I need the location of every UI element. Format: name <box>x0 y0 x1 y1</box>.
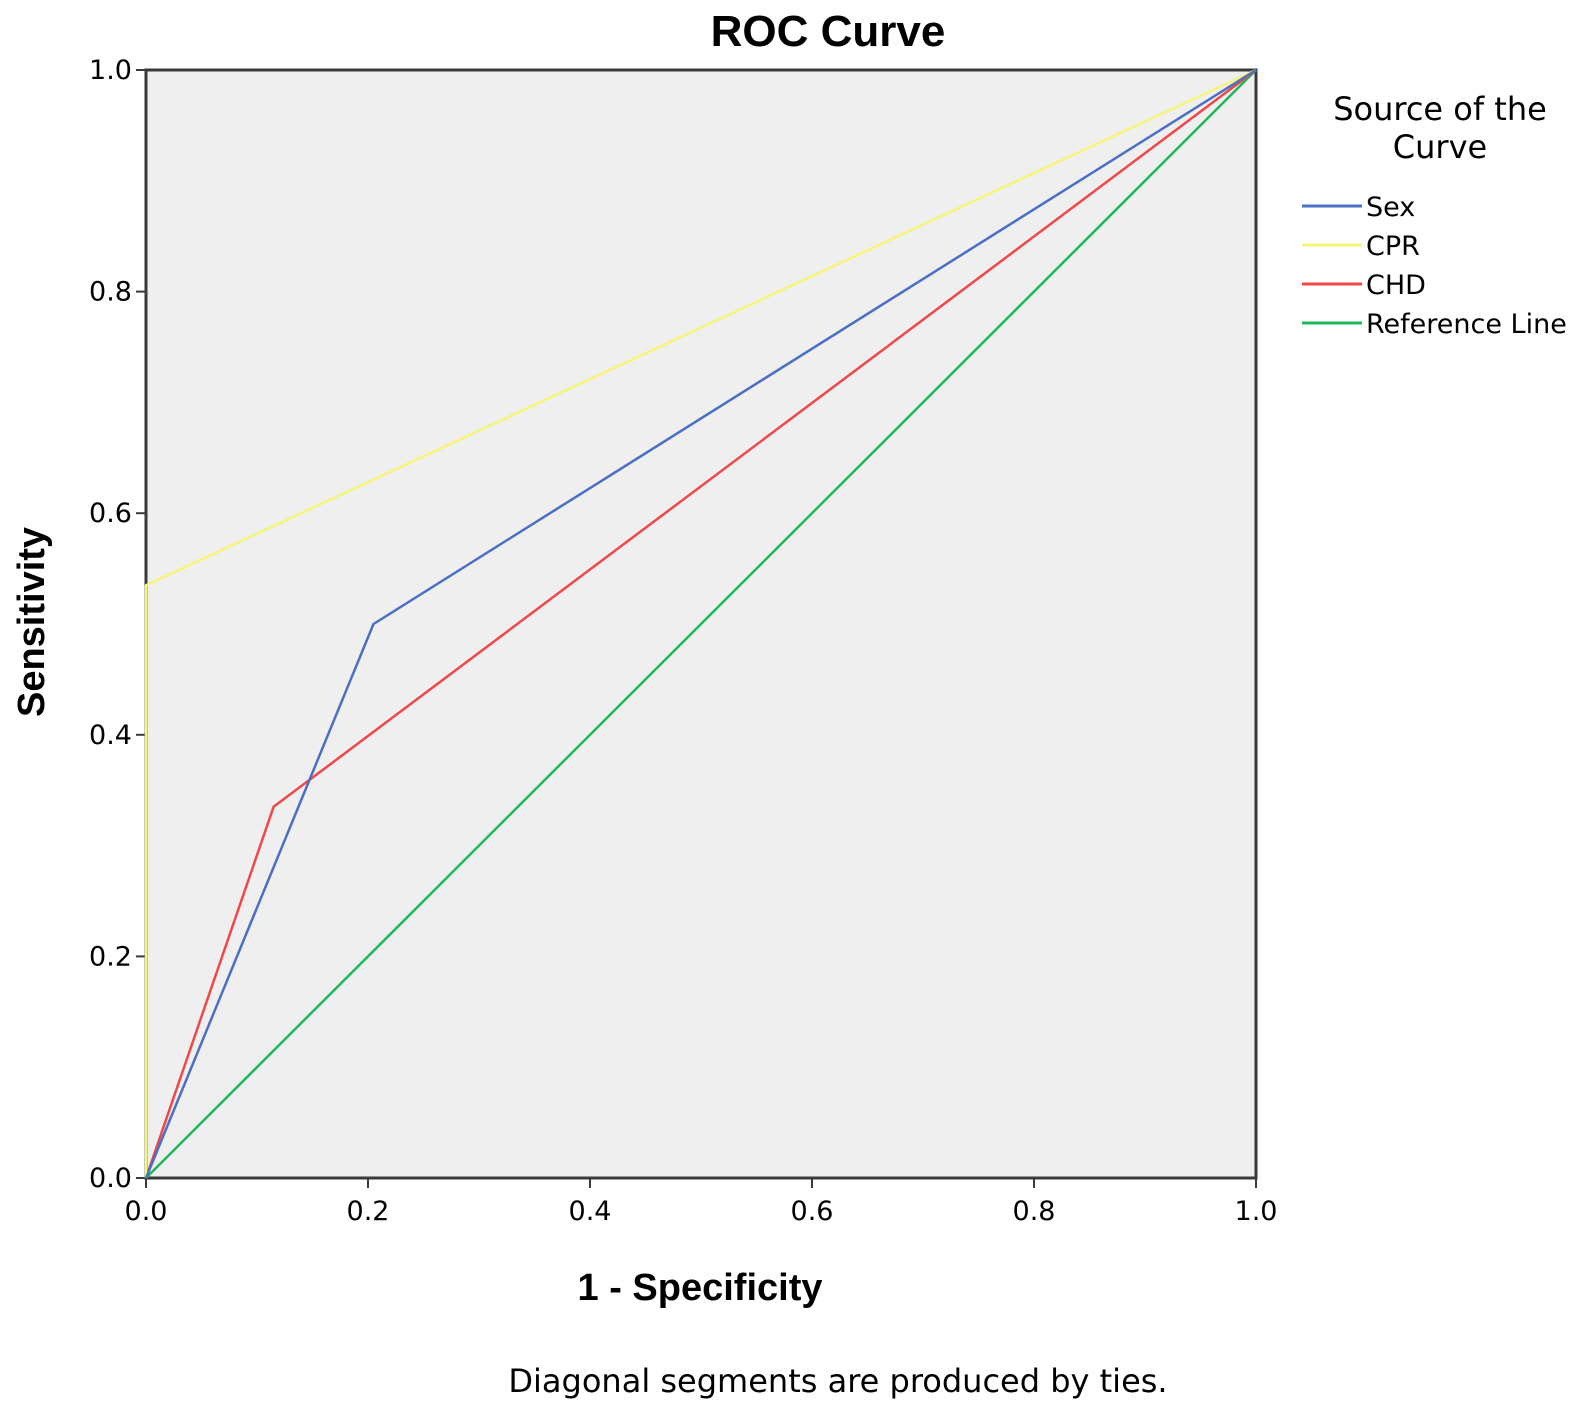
y-axis-label: Sensitivity <box>11 527 53 717</box>
x-tick-label: 0.8 <box>1013 1196 1056 1227</box>
x-axis-label: 1 - Specificity <box>578 1267 823 1309</box>
x-tick-label: 1.0 <box>1235 1196 1278 1227</box>
x-tick-label: 0.6 <box>791 1196 834 1227</box>
y-tick-label: 0.6 <box>89 498 132 529</box>
series-line-sex <box>144 68 1257 1179</box>
series-line-reference-line <box>145 69 1257 1179</box>
y-tick-label: 0.2 <box>89 941 132 972</box>
y-tick-label: 0.0 <box>89 1163 132 1194</box>
legend-label-sex: Sex <box>1366 192 1415 223</box>
y-tick-label: 0.8 <box>89 277 132 308</box>
chart-footnote: Diagonal segments are produced by ties. <box>508 1362 1167 1400</box>
legend: Source of the Curve Sex CPR CHD Reference L… <box>1302 90 1567 340</box>
x-tick-label: 0.4 <box>569 1196 612 1227</box>
x-tick-label: 0.2 <box>347 1196 390 1227</box>
series-lines <box>144 68 1257 1179</box>
legend-title-line1: Source of the <box>1333 90 1547 128</box>
legend-items: Sex CPR CHD Reference Line <box>1302 192 1567 340</box>
y-axis-ticks: 0.0 0.2 0.4 0.6 0.8 1.0 <box>89 55 146 1194</box>
legend-label-reference-line: Reference Line <box>1366 309 1567 340</box>
series-line-chd <box>144 68 1257 1179</box>
x-tick-label: 0.0 <box>125 1196 168 1227</box>
legend-title-line2: Curve <box>1393 128 1487 166</box>
legend-label-chd: CHD <box>1366 270 1426 301</box>
y-tick-label: 1.0 <box>89 55 132 86</box>
chart-title: ROC Curve <box>711 7 946 56</box>
series-line-cpr <box>144 68 1257 1178</box>
y-tick-label: 0.4 <box>89 720 132 751</box>
x-axis-ticks: 0.0 0.2 0.4 0.6 0.8 1.0 <box>125 1178 1278 1227</box>
legend-label-cpr: CPR <box>1366 231 1420 262</box>
